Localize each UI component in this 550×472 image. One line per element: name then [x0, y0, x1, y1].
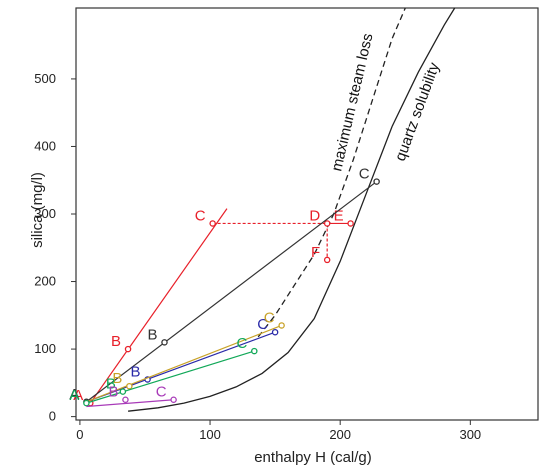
series-3-segment: [86, 324, 282, 403]
y-tick-label: 500: [34, 71, 56, 86]
series-0-point-d: [323, 220, 331, 227]
series-5-point-c: [170, 396, 177, 403]
x-axis-title: enthalpy H (cal/g): [254, 449, 372, 466]
axes-layer: 0 100 200 300 0 100 200 300 400 500: [34, 7, 539, 442]
x-tick-label: 0: [76, 427, 83, 442]
maximum-steam-loss-curve: [257, 7, 406, 338]
plot-frame: [75, 7, 539, 421]
series-5-label-b: B: [108, 384, 118, 401]
y-axis-title: silica (mg/l): [29, 172, 46, 248]
y-tick-label: 400: [34, 138, 56, 153]
y-tick-label: 200: [34, 274, 56, 289]
reference-curves: [128, 7, 456, 412]
series-2-segment: [86, 331, 276, 403]
series-0-label-e: E: [334, 207, 344, 224]
series-4-segment: [86, 350, 255, 404]
curve-label-maximum-steam-loss: maximum steam loss: [328, 32, 376, 173]
series-1-point-b: [161, 339, 168, 346]
series-0-label-a: A: [73, 387, 83, 404]
quartz-solubility-curve: [128, 7, 456, 412]
series-4-point-b: [119, 388, 127, 395]
series-3-label-c: C: [264, 309, 275, 326]
x-tick-label: 100: [199, 427, 221, 442]
series-5-label-c: C: [156, 384, 167, 401]
series-4-label-b: B: [106, 376, 116, 393]
series-5-point-b: [122, 396, 129, 403]
series-1-segment: [86, 181, 377, 403]
series-1-label-c: C: [359, 166, 370, 183]
x-tick-label: 300: [459, 427, 481, 442]
series-3-label-b: B: [112, 370, 122, 387]
series-4-point-c: [251, 347, 258, 355]
series-0-point-b: [124, 345, 132, 353]
series-0-label-c: C: [195, 207, 206, 224]
series-0-point-c: [209, 220, 216, 227]
series-4-point-a: [83, 399, 90, 407]
series-2-label-c: C: [257, 316, 268, 333]
series-0-point-e: [347, 220, 354, 227]
series-0-segment: [89, 208, 228, 404]
series-0-point-f: [323, 256, 331, 264]
series-5-segment: [86, 399, 174, 408]
series-0-label-d: D: [309, 207, 320, 224]
series-0-label-f: F: [311, 244, 320, 261]
series-1-point-c: [373, 178, 380, 185]
series-2-label-b: B: [131, 363, 141, 380]
series-1-label-a: A: [69, 386, 79, 403]
y-tick-label: 300: [34, 206, 56, 221]
x-tick-label: 200: [329, 427, 351, 442]
y-tick-label: 100: [34, 341, 56, 356]
series-0-label-b: B: [111, 333, 121, 350]
series-3-point-b: [126, 382, 133, 390]
series-1-label-b: B: [147, 326, 157, 343]
y-tick-label: 0: [49, 409, 56, 424]
series-4-label-a: A: [69, 387, 79, 404]
series-2-point-c: [271, 328, 279, 336]
series-3-point-c: [278, 322, 285, 329]
series-4-label-c: C: [236, 335, 247, 352]
